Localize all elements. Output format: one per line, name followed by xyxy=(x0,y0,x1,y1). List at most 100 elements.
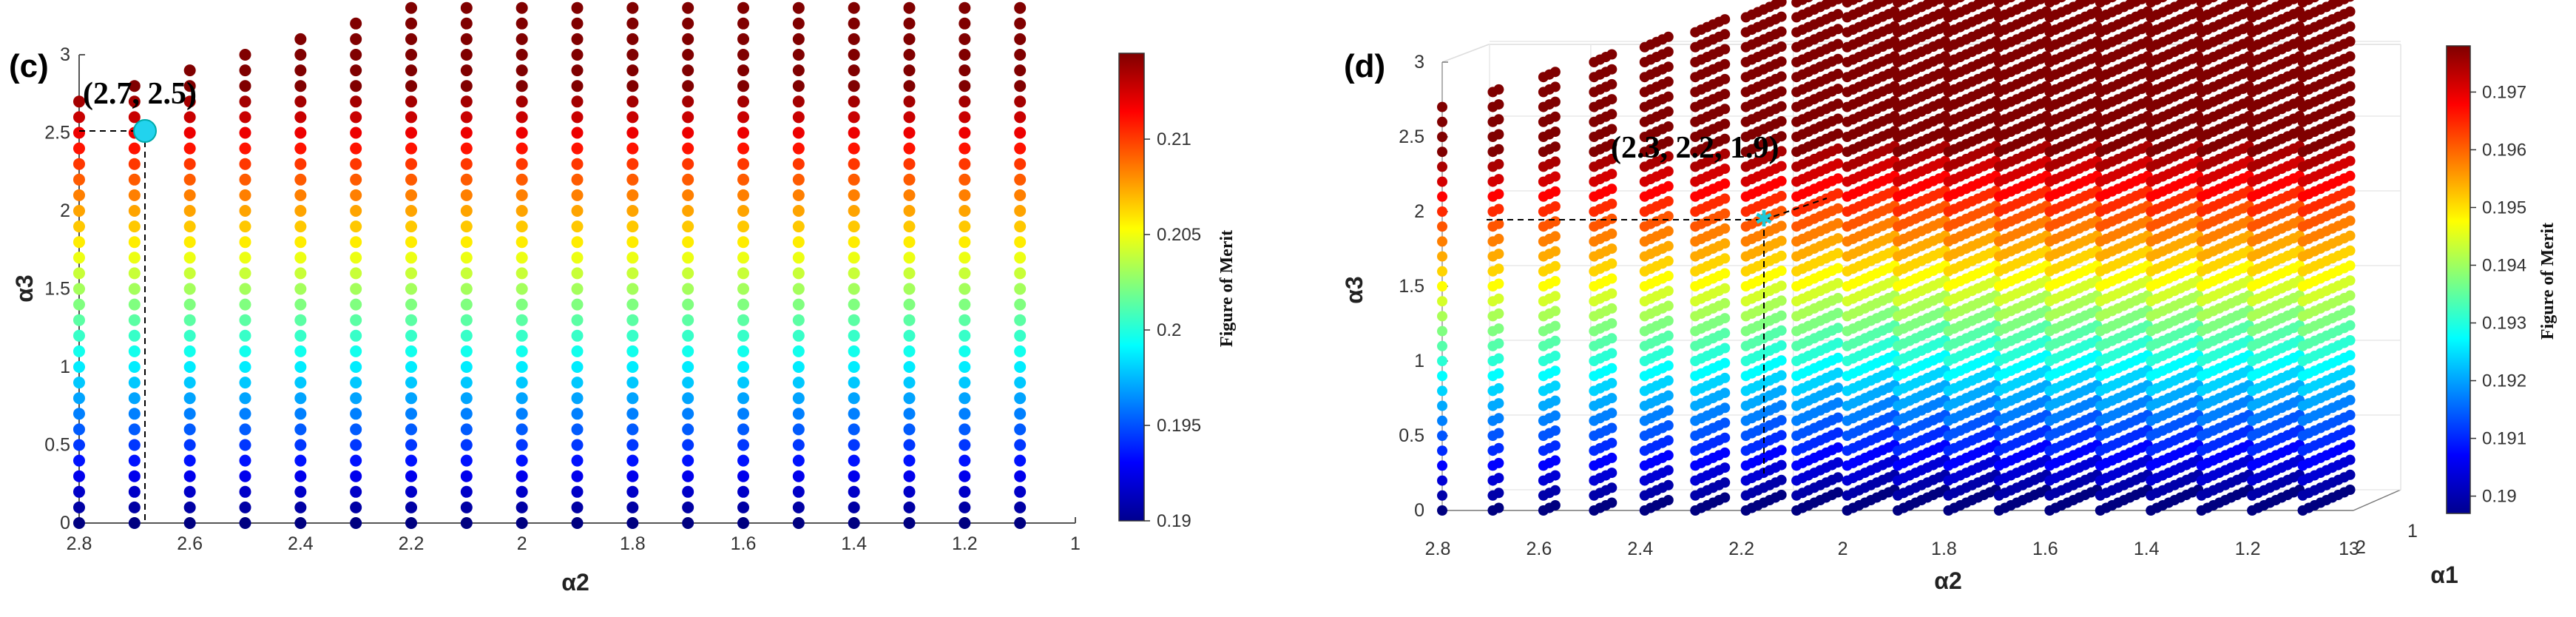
panel-c-data-point xyxy=(959,158,971,170)
panel-c-data-point xyxy=(959,64,971,77)
panel-c-data-point xyxy=(848,329,860,342)
panel-c-data-point xyxy=(460,298,473,311)
panel-c-data-point xyxy=(959,345,971,357)
panel-c-data-point xyxy=(515,80,528,92)
panel-c-data-point xyxy=(737,1,749,14)
panel-d-data-point xyxy=(1437,415,1447,426)
panel-d-data-point xyxy=(1720,432,1731,443)
panel-c-data-point xyxy=(959,142,971,155)
panel-d-data-point xyxy=(1437,371,1447,382)
panel-d-data-point xyxy=(1833,188,1844,199)
panel-c-data-point xyxy=(350,111,362,124)
panel-d-data-point xyxy=(1437,266,1447,277)
panel-d-data-point xyxy=(1606,408,1617,419)
panel-c-data-point xyxy=(460,267,473,280)
panel-c-data-point xyxy=(737,501,749,513)
panel-d-data-point xyxy=(1833,158,1844,169)
panel-d-data-point xyxy=(1493,293,1504,304)
panel-c-data-point xyxy=(959,80,971,92)
panel-c-y-tick-label: 0.5 xyxy=(44,435,70,456)
panel-c-data-point xyxy=(1014,470,1027,482)
panel-c-data-point xyxy=(848,361,860,373)
panel-c-data-point xyxy=(183,189,196,201)
panel-c-data-point xyxy=(626,377,639,389)
panel-d-data-point xyxy=(1776,220,1787,232)
panel-c-data-point xyxy=(239,111,251,124)
panel-c-data-point xyxy=(848,345,860,357)
panel-c-data-point xyxy=(903,252,916,264)
panel-c-data-point xyxy=(239,392,251,405)
panel-c-data-point xyxy=(294,142,307,155)
panel-d-data-point xyxy=(1437,101,1447,112)
panel-d-data-point xyxy=(1493,114,1504,125)
panel-c-data-point xyxy=(1014,423,1027,436)
panel-c-data-point xyxy=(128,252,141,264)
panel-c-data-point xyxy=(73,95,85,108)
panel-d-depth-axis xyxy=(2353,489,2401,511)
panel-c-data-point xyxy=(405,329,417,342)
panel-c-data-point xyxy=(515,64,528,77)
panel-c-data-point xyxy=(1014,80,1027,92)
panel-c-data-point xyxy=(848,252,860,264)
panel-d-data-point xyxy=(2107,0,2117,3)
panel-c-data-point xyxy=(1014,158,1027,170)
panel-c-data-point xyxy=(682,423,694,436)
panel-d-data-point xyxy=(1606,437,1617,448)
panel-c-data-point xyxy=(460,111,473,124)
panel-d-chart: (d) 00.511.522.53 2.8 2.6 2.4 2.2 2 1.8 1.6 1.4… xyxy=(1341,0,2558,594)
panel-c-data-point xyxy=(239,189,251,201)
panel-c-data-point xyxy=(350,329,362,342)
panel-c-data-point xyxy=(682,392,694,405)
panel-c-data-point xyxy=(515,111,528,124)
panel-c-data-point xyxy=(183,64,196,77)
panel-c-data-point xyxy=(903,283,916,295)
panel-c-data-point xyxy=(183,485,196,498)
panel-d-data-point xyxy=(1663,450,1674,461)
panel-c-data-point xyxy=(405,439,417,451)
panel-c-data-point xyxy=(848,283,860,295)
panel-c-data-point xyxy=(1014,252,1027,264)
panel-c-data-point xyxy=(405,158,417,170)
panel-d-data-point xyxy=(2050,0,2061,5)
panel-d-data-point xyxy=(1833,203,1844,214)
panel-c-data-point xyxy=(848,454,860,467)
panel-d-data-point xyxy=(1720,238,1731,249)
panel-c-data-point xyxy=(903,236,916,249)
panel-d-data-point xyxy=(2187,0,2198,4)
panel-c-data-point xyxy=(1014,33,1027,45)
panel-d-data-point xyxy=(1606,169,1617,180)
panel-c-data-point xyxy=(571,377,584,389)
panel-c-data-point xyxy=(183,361,196,373)
panel-c-data-point xyxy=(73,439,85,451)
panel-d-data-point xyxy=(1663,196,1674,206)
panel-c-data-point xyxy=(571,64,584,77)
panel-c-data-point xyxy=(1014,298,1027,311)
panel-d-data-point xyxy=(1776,370,1787,381)
panel-c-data-point xyxy=(737,267,749,280)
panel-c-data-point xyxy=(1014,345,1027,357)
panel-c-data-point xyxy=(959,127,971,139)
panel-c-data-point xyxy=(515,236,528,249)
panel-d-data-point xyxy=(1437,191,1447,202)
panel-c-data-point xyxy=(626,314,639,326)
panel-c-data-point xyxy=(294,345,307,357)
panel-d-data-point xyxy=(1437,116,1447,127)
panel-d-data-point xyxy=(1776,474,1787,485)
panel-d-data-point xyxy=(1493,413,1504,424)
panel-d-data-point xyxy=(1833,24,1844,35)
panel-c-data-point xyxy=(294,501,307,513)
panel-d-data-point xyxy=(1833,248,1844,259)
panel-c-data-point xyxy=(737,111,749,124)
panel-d-data-point xyxy=(1606,64,1617,75)
panel-c-data-point xyxy=(903,142,916,155)
panel-d-data-point xyxy=(1493,323,1504,334)
panel-c-data-point xyxy=(737,158,749,170)
panel-c-data-point xyxy=(959,283,971,295)
panel-d-data-point xyxy=(1493,488,1504,499)
panel-c-data-point xyxy=(350,49,362,61)
panel-c-data-point xyxy=(903,377,916,389)
panel-d-data-point xyxy=(1663,405,1674,416)
panel-c-data-point xyxy=(350,267,362,280)
panel-d-data-point xyxy=(1663,465,1674,476)
panel-c-data-point xyxy=(1014,361,1027,373)
